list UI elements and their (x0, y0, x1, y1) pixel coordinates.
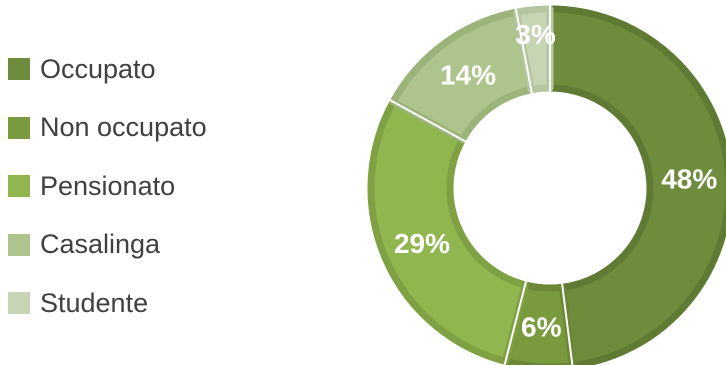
legend-swatch-occupato (8, 58, 30, 81)
legend-label-pensionato: Pensionato (40, 170, 176, 201)
legend-label-casalinga: Casalinga (40, 229, 161, 260)
chart-legend: Occupato Non occupato Pensionato Casalin… (8, 40, 308, 333)
legend-item-pensionato: Pensionato (8, 157, 308, 216)
legend-label-occupato: Occupato (40, 53, 156, 84)
legend-item-non-occupato: Non occupato (8, 99, 308, 158)
legend-swatch-studente (8, 292, 30, 315)
slice-label-non-occupato: 6% (521, 312, 562, 343)
slice-separator (389, 98, 467, 143)
legend-swatch-non-occupato (8, 116, 30, 139)
legend-label-non-occupato: Non occupato (40, 112, 207, 143)
legend-item-casalinga: Casalinga (8, 216, 308, 275)
legend-swatch-casalinga (8, 233, 30, 256)
slice-label-casalinga: 14% (440, 60, 496, 91)
slice-occupato (546, 5, 726, 365)
slice-pensionato (367, 98, 529, 365)
legend-item-studente: Studente (8, 274, 308, 333)
legend-swatch-pensionato (8, 175, 30, 198)
slice-label-studente: 3% (515, 19, 556, 50)
slice-separator (514, 8, 533, 94)
slice-separator (503, 280, 528, 365)
slice-label-occupato: 48% (661, 164, 717, 195)
slice-label-pensionato: 29% (394, 228, 450, 259)
legend-item-occupato: Occupato (8, 40, 308, 99)
slice-separator (561, 283, 574, 365)
legend-label-studente: Studente (40, 287, 149, 318)
